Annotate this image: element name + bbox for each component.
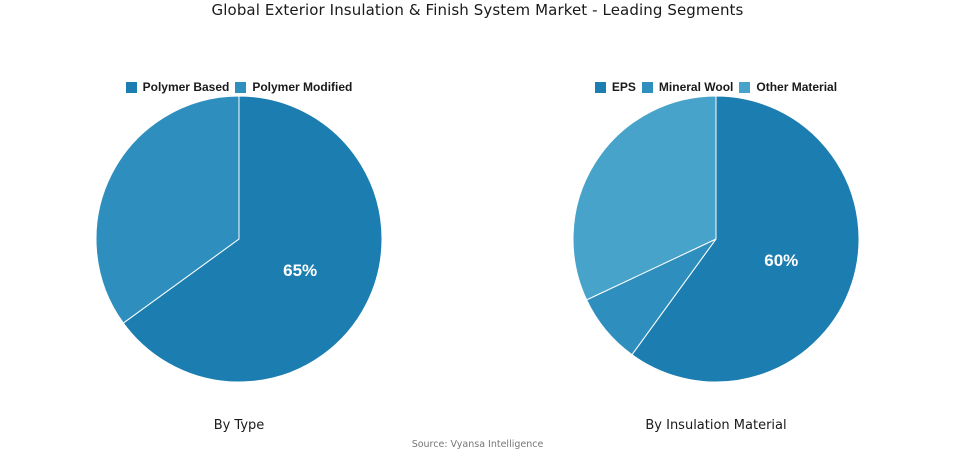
legend-label: EPS <box>611 80 636 94</box>
legend-item: Polymer Based <box>125 80 230 94</box>
legend-swatch <box>739 81 751 93</box>
legend: Polymer Based Polymer Modified <box>0 80 478 94</box>
slice-data-label: 65% <box>283 261 317 280</box>
pie-slice <box>122 95 383 383</box>
legend-label: Polymer Based <box>142 80 230 94</box>
chart-title: Global Exterior Insulation & Finish Syst… <box>211 1 744 19</box>
pie-svg: 65% <box>95 95 383 383</box>
legend-swatch <box>235 81 247 93</box>
legend-swatch <box>594 81 606 93</box>
legend: EPS Mineral Wool Other Material <box>477 80 955 94</box>
legend-item: Polymer Modified <box>235 80 352 94</box>
pie-slice <box>572 95 717 301</box>
legend-swatch <box>125 81 137 93</box>
legend-label: Other Material <box>756 80 838 94</box>
legend-label: Polymer Modified <box>252 80 353 94</box>
legend-swatch <box>641 81 653 93</box>
pie-slice <box>95 95 240 324</box>
slice-data-label: 60% <box>764 251 798 270</box>
source-note: Source: Vyansa Intelligence <box>411 439 544 450</box>
legend-item: Mineral Wool <box>641 80 734 94</box>
pie-svg: 60% <box>572 95 860 383</box>
legend-item: Other Material <box>739 80 837 94</box>
pie-slice <box>631 95 860 383</box>
chart-caption: By Type <box>213 418 265 433</box>
pie-chart-by-type: Polymer Based Polymer Modified 65% By Typ… <box>0 80 478 433</box>
chart-caption: By Insulation Material <box>645 418 787 433</box>
legend-item: EPS <box>594 80 636 94</box>
legend-label: Mineral Wool <box>658 80 734 94</box>
pie-chart-by-insulation-material: EPS Mineral Wool Other Material 60% By Ins… <box>477 0 955 454</box>
